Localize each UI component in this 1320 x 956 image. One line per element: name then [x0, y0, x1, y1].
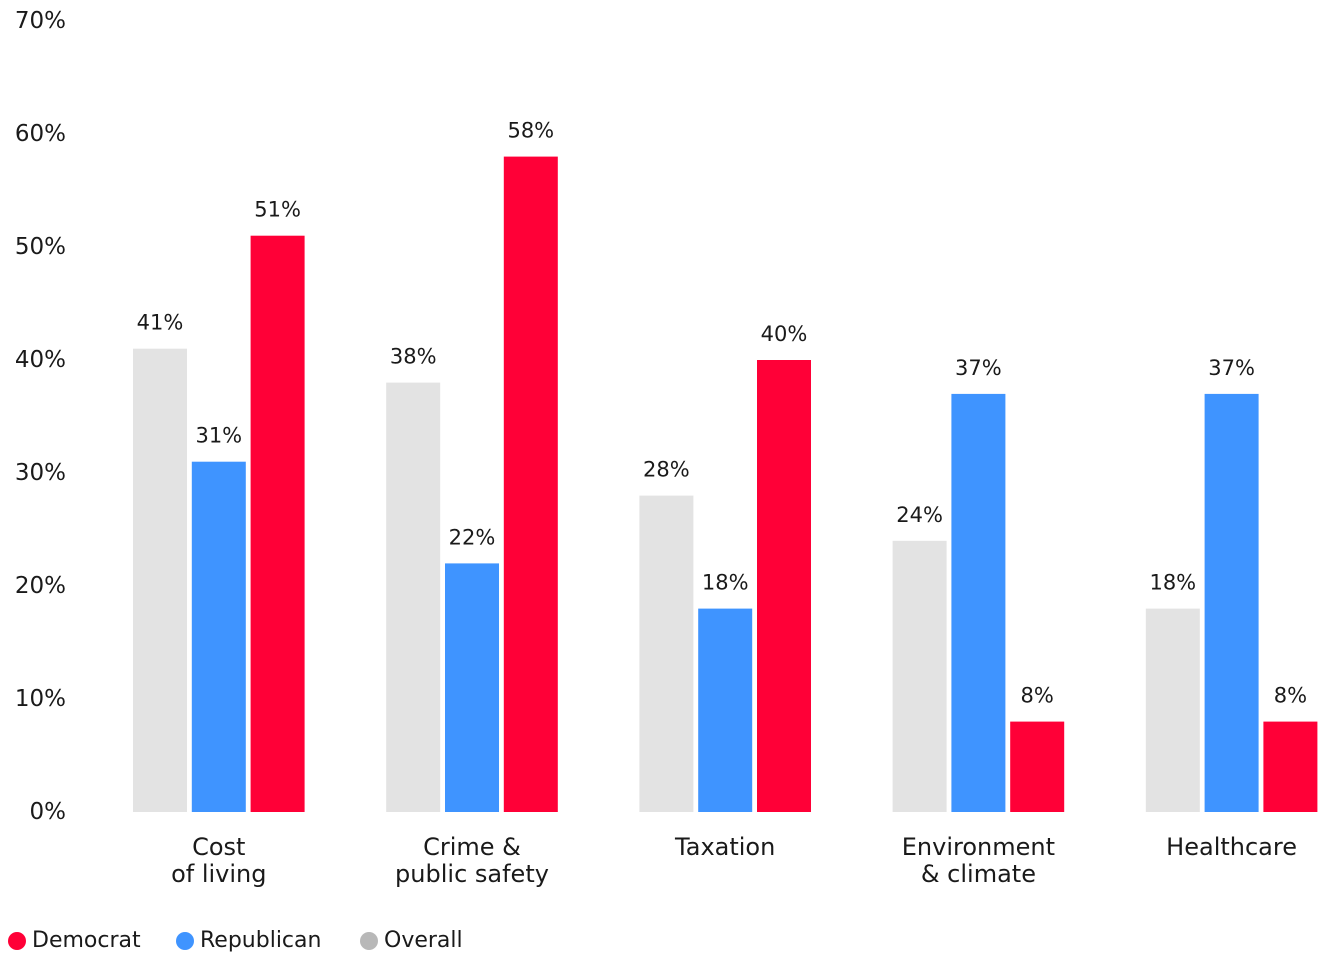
bar — [892, 540, 947, 812]
legend-label-democrat: Democrat — [32, 928, 141, 953]
bar — [1204, 393, 1259, 812]
data-label: 31% — [195, 424, 242, 448]
bar — [1263, 721, 1318, 812]
bar — [445, 563, 499, 812]
legend: Democrat Republican Overall — [8, 928, 520, 953]
bar — [757, 360, 811, 812]
y-tick-label: 40% — [15, 347, 66, 373]
legend-item-overall: Overall — [360, 928, 520, 953]
data-label: 28% — [643, 458, 690, 482]
x-category-label: Cost — [192, 833, 245, 861]
data-label: 41% — [137, 311, 184, 335]
bar — [133, 348, 187, 812]
y-tick-label: 60% — [15, 121, 66, 147]
x-category-label: of living — [171, 860, 266, 888]
y-tick-label: 50% — [15, 234, 66, 260]
x-category-label: Environment — [902, 833, 1055, 861]
bar — [250, 235, 305, 812]
y-tick-label: 70% — [15, 8, 66, 34]
bar — [191, 461, 246, 812]
y-tick-label: 30% — [15, 460, 66, 486]
bar — [951, 393, 1006, 812]
data-label: 18% — [702, 571, 749, 595]
legend-dot-democrat — [8, 931, 26, 950]
data-label: 37% — [1208, 356, 1255, 380]
data-label: 51% — [254, 198, 301, 222]
y-tick-label: 0% — [30, 799, 67, 825]
x-category-label: Crime & — [423, 833, 521, 861]
bar — [639, 495, 694, 812]
legend-dot-republican — [176, 931, 194, 950]
x-category-label: & climate — [921, 860, 1036, 888]
y-tick-label: 20% — [15, 573, 66, 599]
data-label: 58% — [507, 119, 554, 143]
data-label: 37% — [955, 356, 1002, 380]
bar — [503, 156, 558, 813]
legend-item-republican: Republican — [176, 928, 360, 953]
x-category-label: public safety — [395, 860, 549, 888]
x-category-label: Taxation — [674, 833, 775, 861]
bar — [1145, 608, 1200, 812]
data-label: 24% — [896, 503, 943, 527]
data-label: 18% — [1149, 571, 1196, 595]
legend-item-democrat: Democrat — [8, 928, 176, 953]
data-label: 40% — [761, 322, 808, 346]
bar — [386, 382, 441, 812]
legend-label-overall: Overall — [384, 928, 463, 953]
data-label: 8% — [1021, 684, 1054, 708]
data-label: 8% — [1274, 684, 1307, 708]
legend-label-republican: Republican — [200, 928, 322, 953]
data-label: 38% — [390, 345, 437, 369]
data-label: 22% — [449, 525, 496, 549]
bar — [1010, 721, 1065, 812]
bar — [698, 608, 753, 812]
legend-dot-overall — [360, 931, 378, 950]
y-tick-label: 10% — [15, 686, 66, 712]
x-category-label: Healthcare — [1166, 833, 1297, 861]
